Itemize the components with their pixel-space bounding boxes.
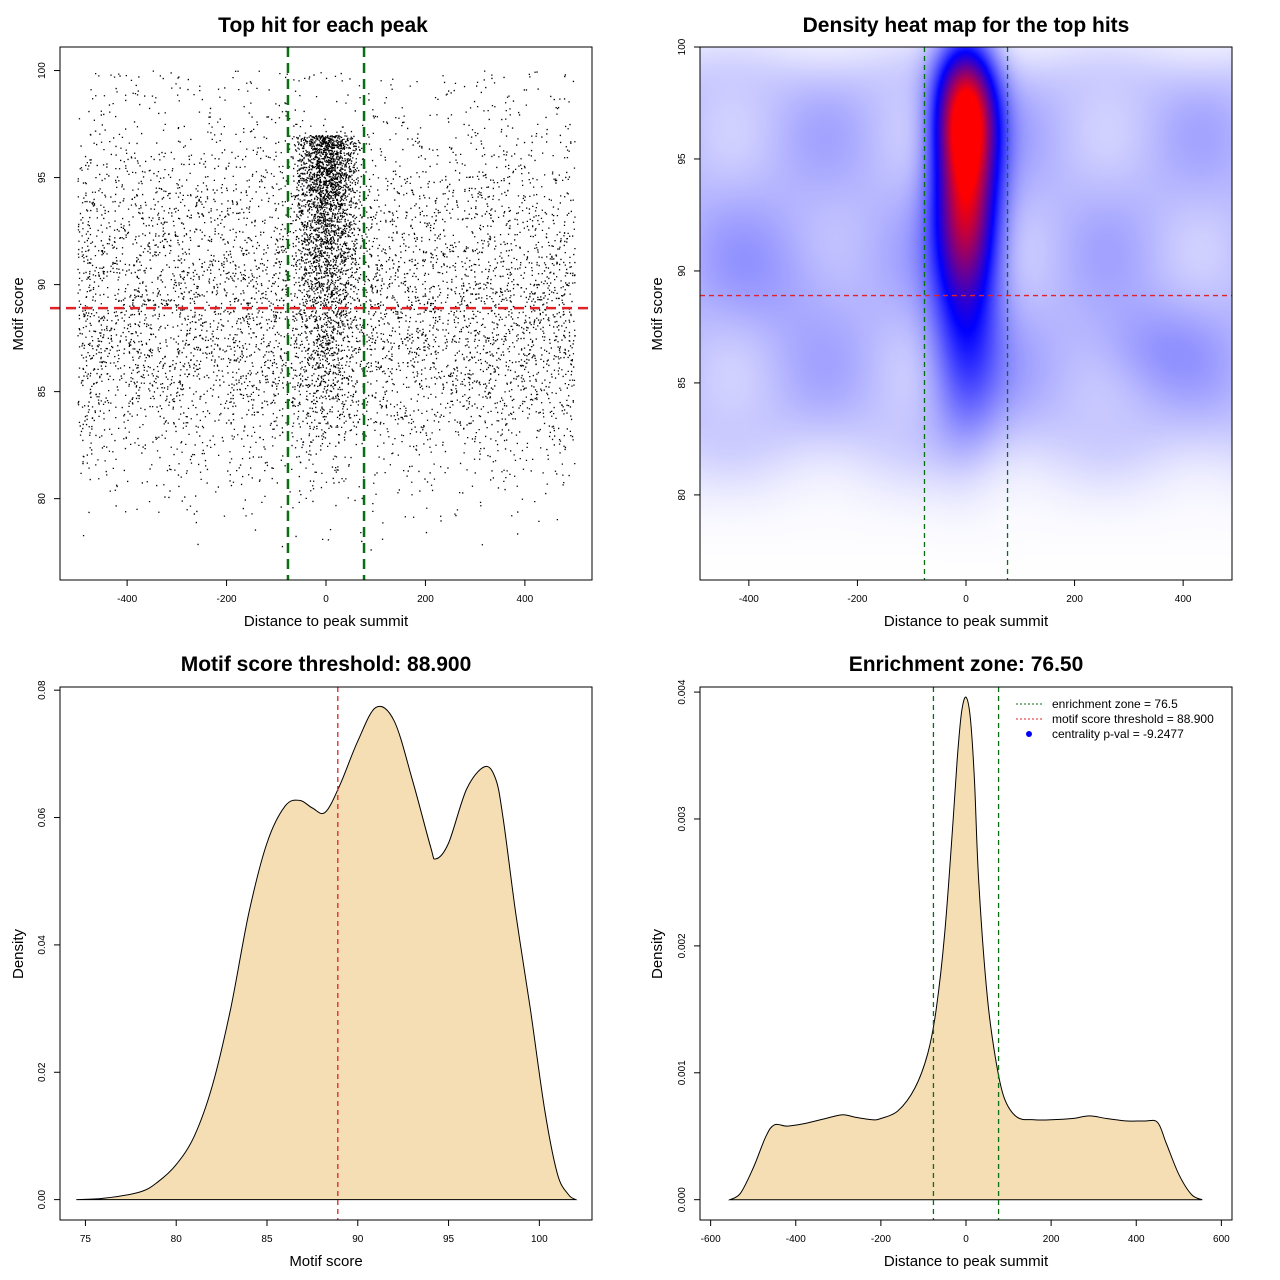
1-y-tick-label: 90 <box>677 265 688 277</box>
heatmap-panel: Density heat map for the top hits -400 -2… <box>649 14 1233 630</box>
scatter-title: Top hit for each peak <box>218 14 428 37</box>
2-x-tick-label: 85 <box>261 1234 273 1245</box>
2-x-tick-label: 95 <box>443 1234 455 1245</box>
score-density-y-ticks: 0.00 0.02 0.04 0.06 0.08 <box>37 680 60 1209</box>
3-x-tick-label: -600 <box>701 1234 721 1245</box>
1-x-tick-label: -200 <box>847 594 867 605</box>
heatmap-title: Density heat map for the top hits <box>803 14 1130 37</box>
2-x-tick-label: 90 <box>352 1234 364 1245</box>
1-x-tick-label: 200 <box>1066 594 1083 605</box>
legend-dot-centrality <box>1026 731 1032 737</box>
3-y-tick-label: 0.004 <box>677 679 688 704</box>
2-x-tick-label: 75 <box>80 1234 92 1245</box>
1-y-tick-label: 95 <box>677 153 688 165</box>
1-x-tick-label: 400 <box>1175 594 1192 605</box>
legend-label-enrichment-zone: enrichment zone = 76.5 <box>1052 697 1178 711</box>
2-x-tick-label: 100 <box>531 1234 548 1245</box>
3-x-tick-label: -200 <box>871 1234 891 1245</box>
0-x-tick-label: -400 <box>117 594 137 605</box>
heatmap-y-axis-label: Motif score <box>649 277 666 350</box>
3-x-tick-label: 600 <box>1213 1234 1230 1245</box>
heatmap-y-ticks: 80 85 90 95 100 <box>677 38 700 500</box>
distance-density-y-ticks: 0.000 0.001 0.002 0.003 0.004 <box>677 679 700 1212</box>
scatter-y-axis-label: Motif score <box>10 277 27 350</box>
3-y-tick-label: 0.002 <box>677 933 688 958</box>
0-y-tick-label: 95 <box>37 172 48 184</box>
legend-label-motif-threshold: motif score threshold = 88.900 <box>1052 712 1214 726</box>
scatter-x-axis-label: Distance to peak summit <box>244 613 409 630</box>
1-y-tick-label: 80 <box>677 489 688 501</box>
score-density-panel: Motif score threshold: 88.900 75 80 85 90 95… <box>10 653 593 1270</box>
legend-label-centrality: centrality p-val = -9.2477 <box>1052 727 1184 741</box>
scatter-x-ticks: -400 -200 0 200 400 <box>117 580 534 605</box>
scatter-points <box>77 70 576 551</box>
distance-density-x-ticks: -600 -400 -200 0 200 400 600 <box>701 1220 1230 1245</box>
score-density-x-axis-label: Motif score <box>289 1253 362 1270</box>
2-y-tick-label: 0.02 <box>37 1062 48 1082</box>
scatter-reference-lines <box>50 47 592 580</box>
heatmap-x-ticks: -400 -200 0 200 400 <box>739 580 1192 605</box>
distance-density-area <box>728 696 1203 1201</box>
1-x-tick-label: -400 <box>739 594 759 605</box>
3-x-tick-label: 0 <box>963 1234 969 1245</box>
scatter-panel: Top hit for each peak -400 -200 0 200 400 80… <box>10 14 593 630</box>
score-density-x-ticks: 75 80 85 90 95 100 <box>80 1220 548 1245</box>
scatter-y-ticks: 80 85 90 95 100 <box>37 62 60 504</box>
distance-density-y-axis-label: Density <box>649 928 666 979</box>
2-y-tick-label: 0.08 <box>37 680 48 700</box>
0-y-tick-label: 85 <box>37 386 48 398</box>
heatmap-x-axis-label: Distance to peak summit <box>884 613 1049 630</box>
distance-density-title: Enrichment zone: 76.50 <box>849 653 1084 676</box>
2-y-tick-label: 0.00 <box>37 1189 48 1209</box>
score-density-title: Motif score threshold: 88.900 <box>181 653 472 676</box>
legend: enrichment zone = 76.5 motif score thres… <box>1016 697 1214 741</box>
distance-density-zone-lines <box>932 687 1000 1220</box>
heatmap-reference-lines <box>700 47 1232 580</box>
score-density-plot-frame <box>59 686 593 1221</box>
3-x-tick-label: 400 <box>1128 1234 1145 1245</box>
0-y-tick-label: 100 <box>37 62 48 79</box>
1-x-tick-label: 0 <box>963 594 969 605</box>
scatter-point <box>77 70 576 551</box>
3-y-tick-label: 0.003 <box>677 806 688 831</box>
score-density-y-axis-label: Density <box>10 928 27 979</box>
score-density-area <box>76 705 578 1201</box>
0-x-tick-label: 400 <box>517 594 534 605</box>
0-y-tick-label: 80 <box>37 493 48 505</box>
0-x-tick-label: 200 <box>417 594 434 605</box>
0-x-tick-label: -200 <box>217 594 237 605</box>
1-y-tick-label: 85 <box>677 377 688 389</box>
0-y-tick-label: 90 <box>37 279 48 291</box>
2-y-tick-label: 0.06 <box>37 807 48 827</box>
distance-density-panel: Enrichment zone: 76.50 -600 -400 -200 0 200 4… <box>649 653 1233 1270</box>
3-x-tick-label: -400 <box>786 1234 806 1245</box>
3-x-tick-label: 200 <box>1043 1234 1060 1245</box>
0-x-tick-label: 0 <box>323 594 329 605</box>
3-y-tick-label: 0.000 <box>677 1187 688 1212</box>
1-y-tick-label: 100 <box>677 38 688 55</box>
2-x-tick-label: 80 <box>171 1234 183 1245</box>
distance-density-x-axis-label: Distance to peak summit <box>884 1253 1049 1270</box>
2-y-tick-label: 0.04 <box>37 935 48 955</box>
3-y-tick-label: 0.001 <box>677 1060 688 1085</box>
heatmap-density-image <box>700 47 1232 580</box>
